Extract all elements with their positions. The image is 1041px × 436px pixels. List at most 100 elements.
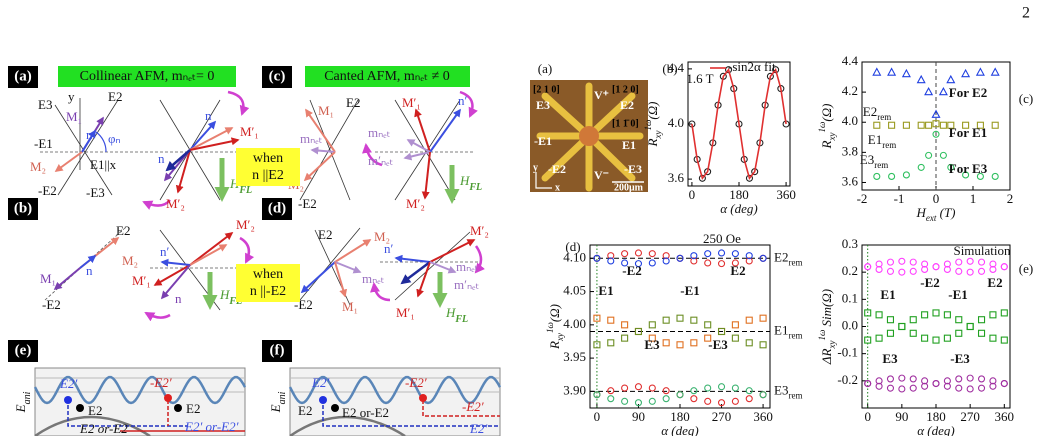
data-point [634, 249, 643, 257]
data-point [717, 383, 726, 391]
y-axis-label: Eani [268, 391, 288, 413]
data-point [607, 316, 615, 324]
y-axis-label: Rxy1ω(Ω) [817, 104, 837, 150]
panel-e: (e) Eani E2′ -E2′ E2 E2 E2 or-E2 E2′ or-… [8, 340, 247, 436]
axis-label: -E2 [38, 183, 57, 198]
axis-label: -E2 [298, 196, 317, 211]
electrode-label: E3 [536, 98, 550, 112]
data-point [662, 316, 670, 324]
x-tick-label: 180 [729, 187, 749, 202]
annotation-part: rem [882, 140, 896, 150]
x-tick-label: 1 [970, 191, 977, 206]
data-point [991, 121, 999, 129]
x-axis-label-part: H [915, 205, 926, 220]
data-point [731, 384, 739, 392]
data-point [898, 322, 906, 331]
data-point [886, 258, 895, 266]
data-point [921, 382, 929, 390]
x-tick-label: 0 [594, 409, 601, 424]
axis-label: E1||x [90, 157, 117, 172]
vector-label: M₁ [40, 271, 56, 286]
data-point [946, 74, 956, 84]
y-tick-label: 4.4 [842, 53, 859, 68]
data-point [989, 265, 997, 274]
data-point [975, 67, 985, 76]
x-axis-label-part: (T) [936, 205, 955, 220]
vector-label: M₁ [342, 299, 358, 314]
data-point [955, 267, 963, 275]
data-point [943, 334, 951, 342]
data-point [690, 395, 698, 403]
annotation: E3 [644, 337, 660, 352]
electrode-label: -E3 [624, 162, 642, 176]
data-point [864, 263, 872, 271]
data-point [607, 395, 615, 403]
data-point [977, 258, 986, 266]
data-point [648, 397, 656, 405]
data-point [901, 68, 911, 78]
x-tick-label: 2 [1007, 191, 1014, 206]
data-point [939, 121, 947, 129]
x-axis-label-part: ext [926, 213, 937, 223]
y-axis-label-part: R [547, 341, 562, 350]
legend-label: -sin2α fit [728, 59, 776, 74]
y-axis-label-part: 1ω [643, 120, 653, 131]
x-axis-label: α (deg) [720, 201, 758, 216]
panel-a: (a) Collinear AFM, mₙₑₜ= 0 E3 y E2 -E1 n… [8, 66, 259, 211]
data-point [966, 257, 974, 265]
condition-text: n ||-E2 [250, 284, 286, 299]
data-point [704, 384, 712, 392]
data-point [759, 314, 767, 322]
x-tick-label: 180 [926, 409, 946, 424]
data-point [648, 321, 656, 329]
y-tick-label: 4.05 [563, 283, 586, 298]
y-axis-label-part: xy [827, 132, 837, 141]
data-point [917, 163, 925, 171]
reference-label-part: rem [788, 390, 802, 400]
y-axis-label-part: ΔR [819, 348, 834, 365]
y-axis-label-part: (Ω) [547, 304, 562, 322]
data-point [648, 250, 656, 258]
y-tick-label: 0.2 [842, 263, 858, 278]
electrode-label: -E2 [548, 162, 566, 176]
y-tick-label: 4.00 [563, 316, 586, 331]
vector-label: n [86, 127, 93, 142]
annotation: -E2 [920, 275, 940, 290]
data-point [977, 316, 986, 324]
state-label: E2′ [311, 375, 329, 390]
data-point [886, 267, 895, 275]
data-point [607, 387, 615, 395]
angle-label: φₙ [108, 131, 121, 146]
data-point [886, 384, 895, 392]
data-point [593, 391, 601, 399]
panel-label: (b) [662, 61, 677, 76]
x-tick-label: 270 [712, 409, 732, 424]
data-point [909, 258, 917, 266]
panel-b: (b) E2 M₂ n M₁ -E2 n′ M′₂ M′₁ n HFL [8, 198, 255, 322]
annotation: E2 [987, 275, 1002, 290]
annotation: E3rem [860, 152, 888, 170]
data-point [745, 252, 753, 260]
data-point [1000, 263, 1008, 271]
data-point [925, 121, 933, 129]
axis-label: E3 [38, 97, 52, 112]
data-point [731, 321, 739, 329]
axis-label: E2 [108, 89, 122, 104]
data-point [621, 321, 629, 329]
y-tick-label: 3.95 [563, 349, 586, 364]
data-point [947, 121, 955, 129]
axis-label: E2 [346, 95, 360, 110]
data-point [875, 265, 883, 274]
data-point [943, 260, 951, 268]
data-point [864, 336, 872, 344]
vector-label: M′₁ [402, 95, 421, 110]
data-point [875, 382, 883, 390]
data-point [875, 311, 883, 319]
y-axis-label-part: (Ω) [645, 102, 660, 120]
vector-label: M₂ [30, 159, 46, 174]
data-point [662, 395, 670, 403]
data-point [989, 311, 997, 319]
state-label: E2 [88, 403, 102, 418]
device-photo: (a) [2 1 0] [1 2 0] [1 1̄ 0] E3 E2 -E1 E… [530, 61, 648, 193]
data-point [593, 254, 601, 262]
